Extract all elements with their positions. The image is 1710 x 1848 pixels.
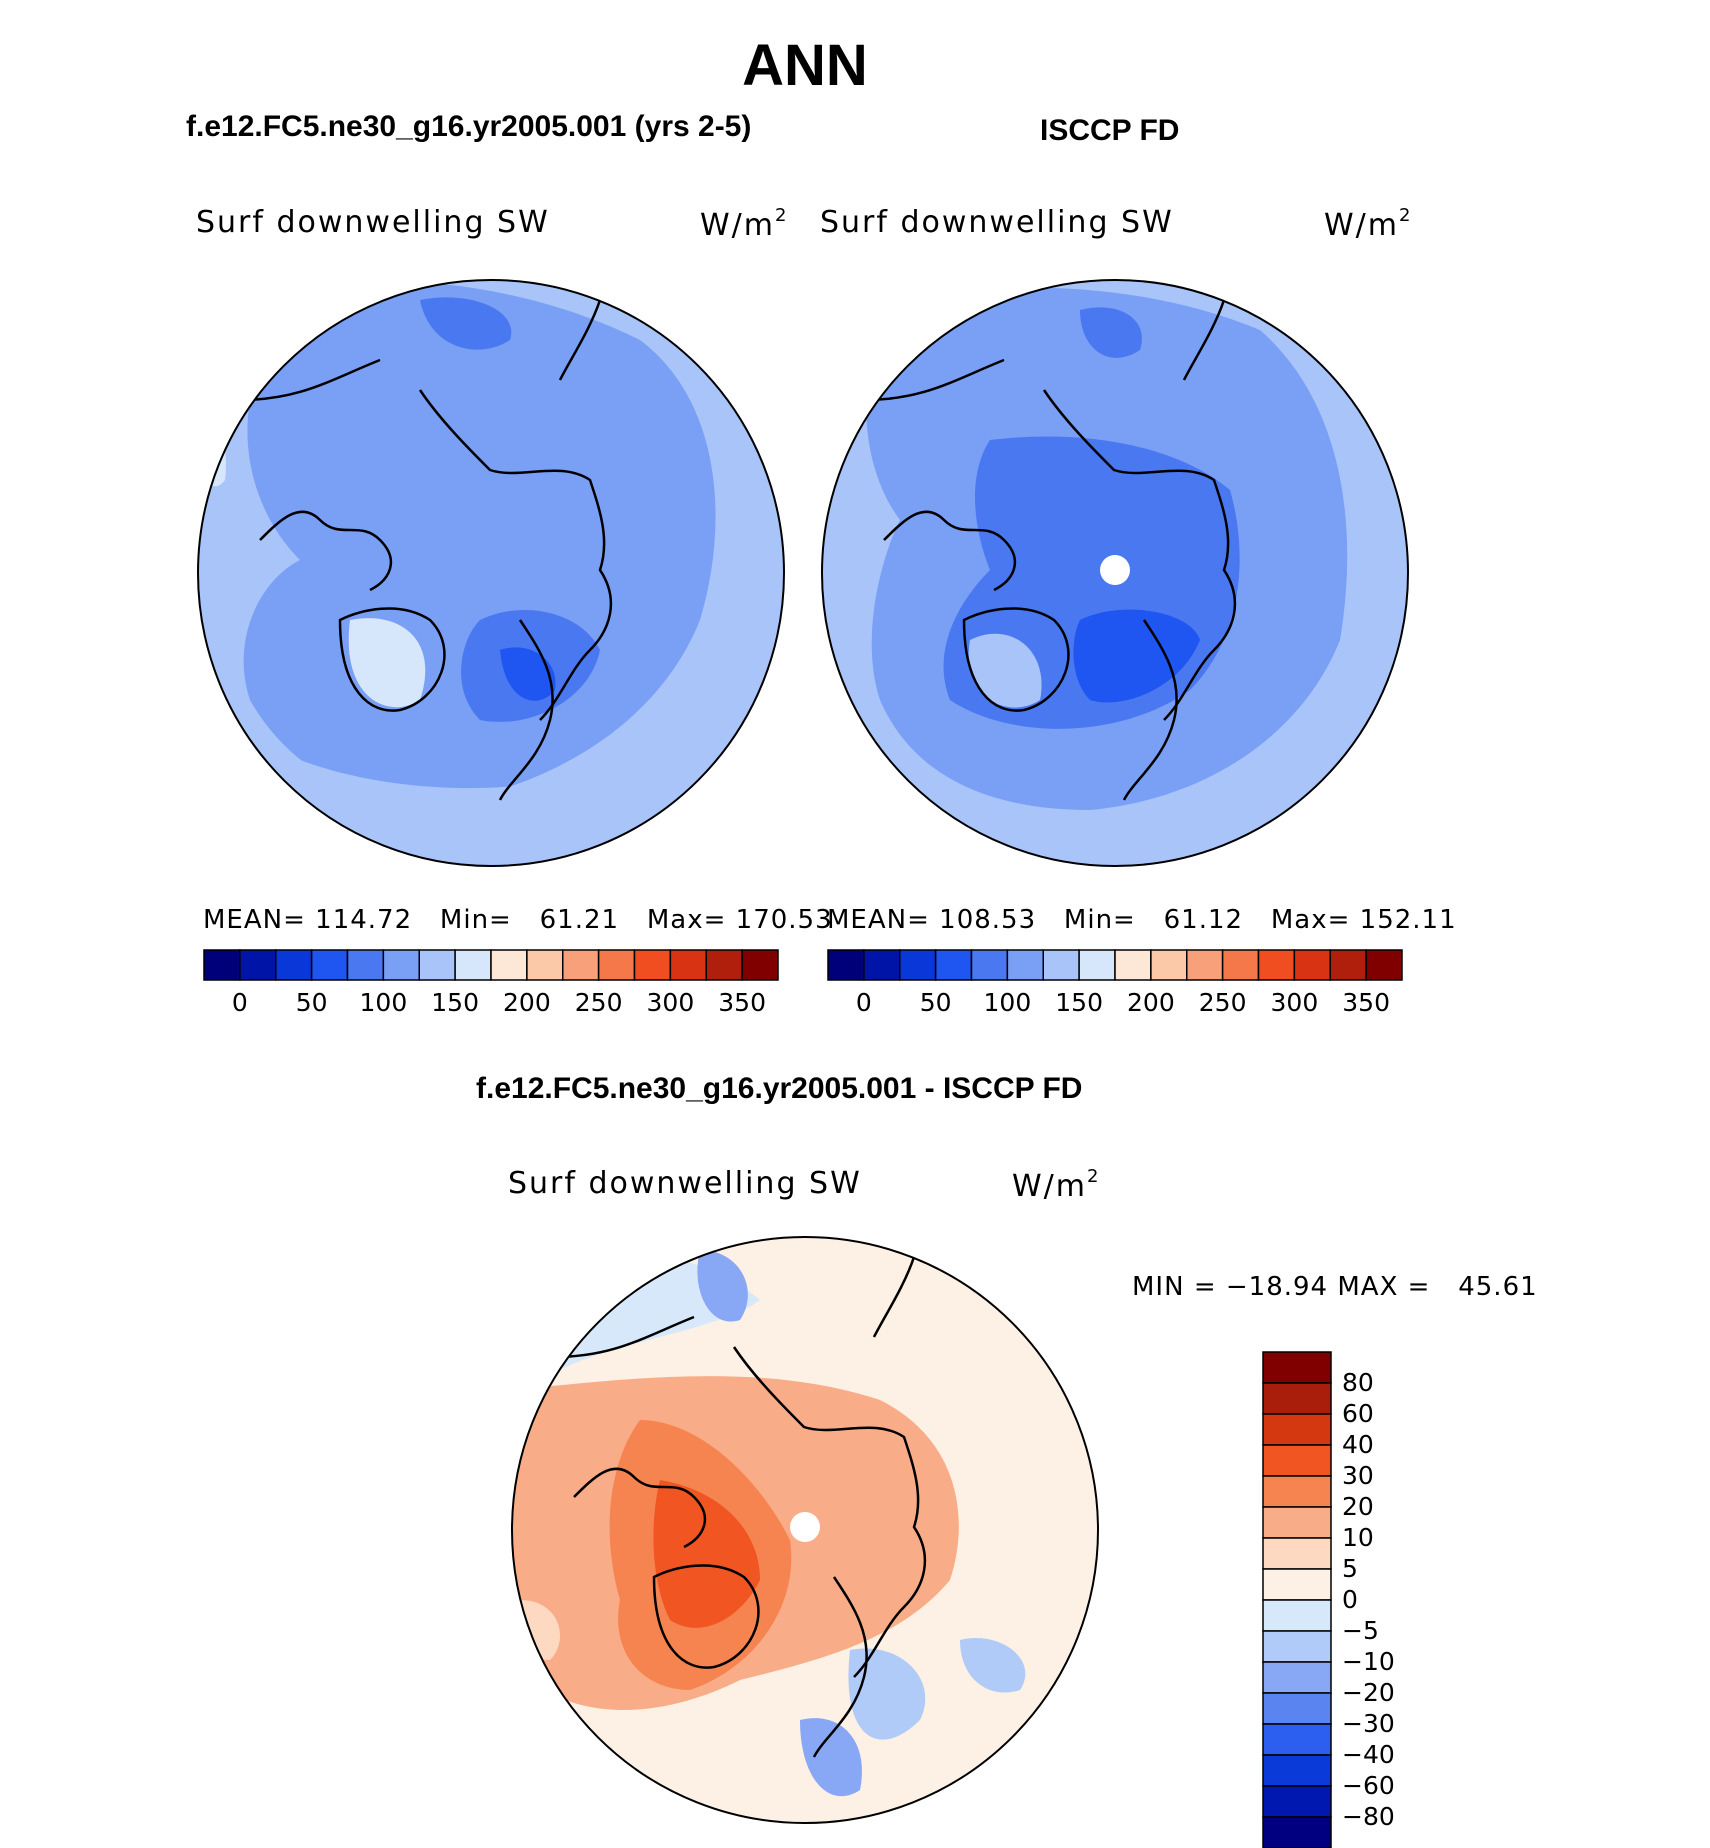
model-colorbar-swatch (454, 949, 492, 981)
obs-pole-hole (1100, 555, 1130, 585)
obs-colorbar-tick-label: 100 (983, 988, 1032, 1017)
diff-colorbar-swatch (1262, 1506, 1332, 1539)
diff-colorbar-swatch (1262, 1599, 1332, 1632)
model-stats: MEAN= 114.72 Min= 61.21 Max= 170.53 (203, 905, 833, 935)
model-variable-label: Surf downwelling SW (196, 205, 550, 240)
diff-colorbar-swatch (1262, 1661, 1332, 1694)
obs-colorbar-swatch (827, 949, 865, 981)
diff-colorbar-tick-label: −30 (1342, 1709, 1395, 1738)
obs-units: W/m2 (1324, 205, 1411, 243)
obs-subtitle: ISCCP FD (1040, 114, 1180, 147)
obs-colorbar-swatch (1042, 949, 1080, 981)
diff-colorbar-tick-label: −5 (1342, 1616, 1379, 1645)
diff-units: W/m2 (1012, 1166, 1099, 1204)
diff-colorbar-tick-label: 80 (1342, 1368, 1374, 1397)
diff-colorbar-ticks: 80 60 40 30 20 10 5 0 −5 −10 −20 −30 −40 −60 −80 (1342, 1352, 1422, 1848)
diff-colorbar-swatch (1262, 1754, 1332, 1787)
model-colorbar-swatch (741, 949, 779, 981)
model-colorbar-tick-label: 150 (431, 988, 479, 1017)
obs-colorbar-tick-label: 0 (855, 988, 872, 1017)
obs-colorbar-swatch (1186, 949, 1224, 981)
obs-colorbar-swatch (970, 949, 1009, 981)
diff-colorbar-swatch (1262, 1413, 1332, 1446)
diff-subtitle: f.e12.FC5.ne30_g16.yr2005.001 - ISCCP FD (476, 1072, 1083, 1105)
diff-colorbar-swatch (1262, 1692, 1332, 1725)
model-subtitle: f.e12.FC5.ne30_g16.yr2005.001 (yrs 2-5) (186, 110, 752, 143)
diff-colorbar-swatch (1262, 1785, 1332, 1818)
model-colorbar-swatch (382, 949, 420, 981)
diff-colorbar-swatch (1262, 1723, 1332, 1756)
model-colorbar-swatch (275, 949, 313, 981)
model-colorbar-swatch (203, 949, 241, 981)
obs-colorbar-tick-label: 300 (1270, 988, 1319, 1017)
diff-colorbar-tick-label: 10 (1342, 1523, 1374, 1552)
diff-colorbar-tick-label: −10 (1342, 1647, 1395, 1676)
model-units: W/m2 (700, 205, 787, 243)
diff-colorbar-swatch (1262, 1382, 1332, 1415)
diff-colorbar-tick-label: −20 (1342, 1678, 1395, 1707)
obs-colorbar-tick-label: 150 (1055, 988, 1103, 1017)
diff-colorbar-tick-label: 5 (1342, 1554, 1358, 1583)
obs-colorbar-ticks: 0 50 100 150 200 250 300 350 (828, 988, 1402, 1018)
obs-colorbar-swatch (899, 949, 937, 981)
diff-colorbar-tick-label: 20 (1342, 1492, 1374, 1521)
obs-colorbar-tick-label: 50 (919, 988, 952, 1017)
obs-colorbar-swatch (1365, 949, 1403, 981)
diff-stats: MIN = −18.94 MAX = 45.61 (1132, 1272, 1538, 1302)
model-colorbar-tick-label: 0 (231, 988, 248, 1017)
model-colorbar-swatch (633, 949, 672, 981)
obs-variable-label: Surf downwelling SW (820, 205, 1174, 240)
model-colorbar-tick-label: 50 (295, 988, 328, 1017)
diff-colorbar-tick-label: 0 (1342, 1585, 1358, 1614)
obs-colorbar-swatch (1006, 949, 1044, 981)
diff-colorbar-swatch (1262, 1630, 1332, 1663)
diff-colorbar-swatch (1262, 1475, 1332, 1508)
model-colorbar-tick-label: 300 (646, 988, 695, 1017)
diff-colorbar-swatch (1262, 1537, 1332, 1570)
diff-colorbar-swatch (1262, 1568, 1332, 1601)
obs-colorbar-swatch (863, 949, 901, 981)
model-colorbar-tick-label: 250 (574, 988, 623, 1017)
diff-colorbar-tick-label: 60 (1342, 1399, 1374, 1428)
main-title: ANN (742, 33, 868, 98)
model-colorbar (203, 949, 779, 981)
obs-colorbar-swatch (1329, 949, 1367, 981)
model-colorbar-swatch (705, 949, 743, 981)
obs-stats: MEAN= 108.53 Min= 61.12 Max= 152.11 (827, 905, 1457, 935)
diff-colorbar (1262, 1351, 1332, 1848)
diff-colorbar-swatch (1262, 1444, 1332, 1477)
diff-colorbar-tick-label: −60 (1342, 1771, 1395, 1800)
model-colorbar-tick-label: 350 (718, 988, 766, 1017)
model-colorbar-swatch (418, 949, 456, 981)
diff-colorbar-tick-label: 30 (1342, 1461, 1374, 1490)
obs-colorbar-swatch (1221, 949, 1260, 981)
diff-colorbar-swatch (1262, 1351, 1332, 1384)
obs-colorbar-swatch (934, 949, 973, 981)
diff-colorbar-tick-label: 40 (1342, 1430, 1374, 1459)
obs-colorbar-tick-label: 250 (1198, 988, 1247, 1017)
model-colorbar-ticks: 0 50 100 150 200 250 300 350 (204, 988, 778, 1018)
obs-colorbar-swatch (1257, 949, 1296, 981)
model-colorbar-swatch (597, 949, 636, 981)
diff-colorbar-tick-label: −40 (1342, 1740, 1395, 1769)
diff-variable-label: Surf downwelling SW (508, 1166, 862, 1201)
model-colorbar-tick-label: 200 (503, 988, 551, 1017)
obs-colorbar-swatch (1150, 949, 1188, 981)
obs-colorbar-tick-label: 200 (1127, 988, 1175, 1017)
diff-colorbar-swatch (1262, 1816, 1332, 1848)
diff-colorbar-tick-label: −80 (1342, 1802, 1395, 1831)
obs-colorbar-tick-label: 350 (1342, 988, 1390, 1017)
obs-colorbar (827, 949, 1403, 981)
model-colorbar-tick-label: 100 (359, 988, 408, 1017)
diff-pole-hole (790, 1512, 820, 1542)
